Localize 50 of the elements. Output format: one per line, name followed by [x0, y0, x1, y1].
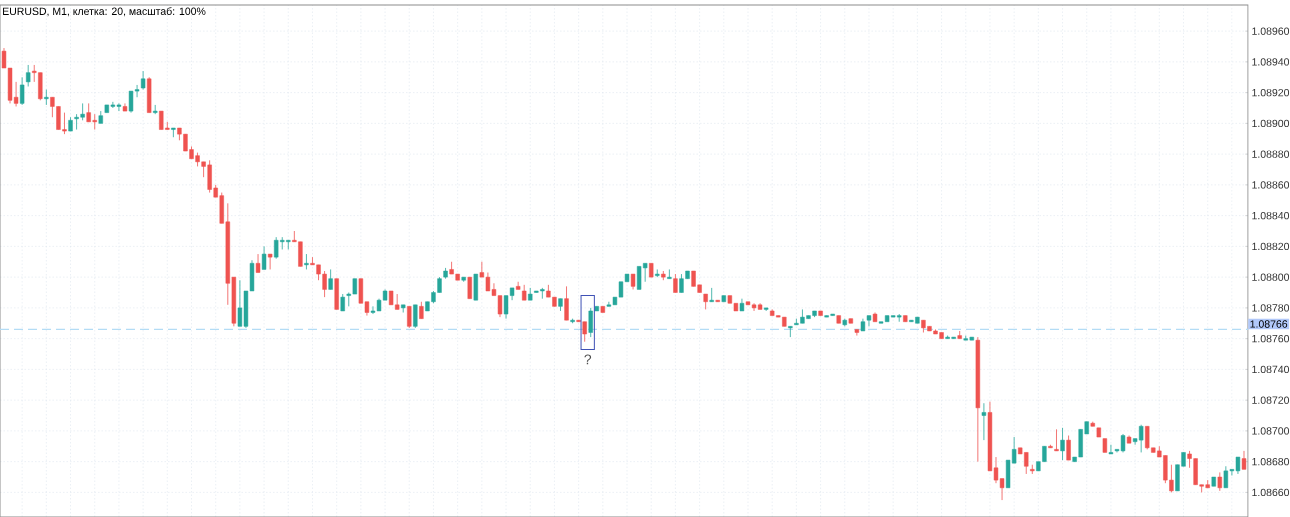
chart-title: EURUSD, M1, клетка: 20, масштаб: 100%: [3, 7, 206, 17]
y-tick-label: 1.08900: [1252, 119, 1290, 128]
y-tick-label: 1.08800: [1252, 273, 1290, 281]
y-tick-label: 1.08940: [1252, 58, 1290, 66]
candlestick: [981, 402, 987, 441]
candlestick: [1066, 435, 1071, 461]
candlestick: [26, 64, 31, 87]
candlestick: [763, 307, 769, 312]
y-tick-label: 1.08960: [1252, 27, 1290, 35]
candlestick: [1054, 428, 1059, 452]
candlestick: [1241, 450, 1247, 470]
y-tick-label: 1.08920: [1252, 88, 1290, 97]
candlestick: [709, 287, 714, 303]
candlestick: [44, 89, 49, 106]
candlestick: [673, 273, 678, 293]
candlestick: [140, 70, 146, 90]
candlestick: [854, 329, 860, 336]
candlestick: [467, 276, 472, 300]
candlestick: [304, 253, 309, 270]
candlestick: [588, 307, 593, 338]
y-tick-label: 1.08660: [1252, 488, 1290, 497]
candlestick: [261, 245, 267, 270]
candlestick: [407, 305, 412, 329]
y-tick-label: 1.08820: [1252, 242, 1290, 251]
candlestick: [171, 127, 176, 138]
y-tick-label: 1.08780: [1252, 304, 1290, 312]
candlestick: [1217, 472, 1222, 492]
y-tick-label: 1.08880: [1252, 150, 1290, 158]
y-tick-label: 1.08840: [1252, 211, 1290, 220]
candlestick: [564, 285, 569, 321]
y-tick-label: 1.08760: [1252, 334, 1290, 343]
candlestick: [515, 281, 521, 290]
candlestick: [1060, 427, 1065, 461]
y-tick-label: 1.08740: [1252, 365, 1290, 374]
candlestick: [255, 253, 261, 273]
annotation: ?: [584, 354, 592, 365]
y-tick-label: 1.08860: [1252, 181, 1290, 189]
candlestick: [328, 269, 333, 290]
candlestick: [267, 253, 273, 270]
candlestick: [1108, 444, 1114, 455]
candlestick: [413, 304, 418, 329]
y-tick-label: 1.08700: [1252, 427, 1290, 435]
candlestick: [866, 315, 872, 327]
y-tick-label: 1.08680: [1252, 457, 1290, 466]
ref-line-label: 1.08766: [1250, 320, 1288, 328]
candlestick: [582, 321, 587, 343]
candlestick: [122, 102, 128, 112]
y-tick-label: 1.08720: [1252, 396, 1290, 404]
candlestick: [667, 269, 672, 280]
candlestick: [19, 76, 25, 106]
